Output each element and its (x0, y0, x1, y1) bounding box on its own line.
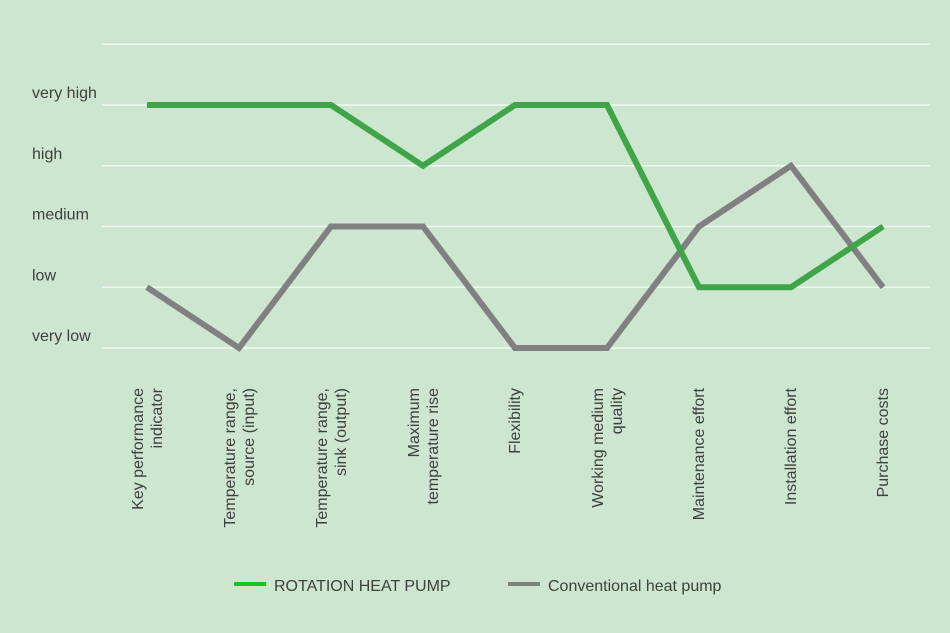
y-tick-label: very low (32, 328, 91, 345)
x-tick-label: Installation effort (783, 387, 800, 505)
x-tick-label: Maintenance effort (691, 387, 708, 520)
data-point (238, 347, 240, 349)
series-line (145, 161, 886, 353)
data-point (514, 347, 516, 349)
x-tick-label-line: quality (609, 388, 626, 434)
legend: ROTATION HEAT PUMP Conventional heat pump (234, 578, 722, 595)
x-tick-label-line: Temperature range, (222, 388, 239, 528)
x-tick-label: Temperature range, sink (output) (314, 388, 350, 528)
data-point (698, 286, 700, 288)
x-tick-label-line: Key performance (130, 388, 147, 510)
data-point (238, 104, 240, 106)
x-tick-label-line: temperature rise (425, 388, 442, 505)
x-tick-label-line: source (input) (241, 388, 258, 486)
x-tick-label-line: sink (output) (333, 388, 350, 476)
x-tick-label-line: Working medium (590, 388, 607, 508)
y-tick-label: high (32, 146, 62, 163)
x-tick-label-line: Temperature range, (314, 388, 331, 528)
data-point (330, 226, 332, 227)
data-point (882, 286, 884, 288)
data-point (790, 286, 792, 288)
x-tick-label: Key performance indicator (130, 387, 166, 510)
x-tick-label: Purchase costs (875, 388, 892, 497)
data-point (606, 347, 608, 349)
x-tick-label: Temperature range, source (input) (222, 388, 258, 528)
y-tick-label: very high (32, 85, 97, 102)
x-tick-label-line: Purchase costs (875, 388, 892, 497)
series-lines (145, 102, 886, 353)
x-axis-labels: Key performance indicator Temperature rang… (130, 387, 892, 527)
data-point (606, 104, 608, 106)
x-tick-label-line: Maximum (406, 388, 423, 457)
data-point (422, 226, 424, 227)
data-point (882, 226, 884, 227)
data-point (422, 165, 424, 167)
y-axis-labels: very low low medium high very high (32, 85, 97, 345)
data-point (146, 104, 148, 106)
legend-label: Conventional heat pump (548, 578, 722, 595)
x-tick-label: Flexibility (507, 388, 524, 454)
x-tick-label-line: Maintenance effort (691, 387, 708, 520)
data-point (790, 165, 792, 167)
data-point (146, 286, 148, 288)
data-point (514, 104, 516, 106)
data-point (330, 104, 332, 106)
data-point (698, 226, 700, 227)
x-tick-label: Maximum temperature rise (406, 388, 442, 505)
series-line (147, 102, 885, 291)
legend-label: ROTATION HEAT PUMP (274, 578, 451, 595)
x-tick-label: Working medium quality (590, 388, 626, 508)
y-tick-label: medium (32, 207, 89, 224)
grid-lines (102, 43, 930, 349)
x-tick-label-line: Flexibility (507, 388, 524, 454)
y-tick-label: low (32, 267, 56, 284)
x-tick-label-line: Installation effort (783, 387, 800, 505)
x-tick-label-line: indicator (149, 387, 166, 448)
